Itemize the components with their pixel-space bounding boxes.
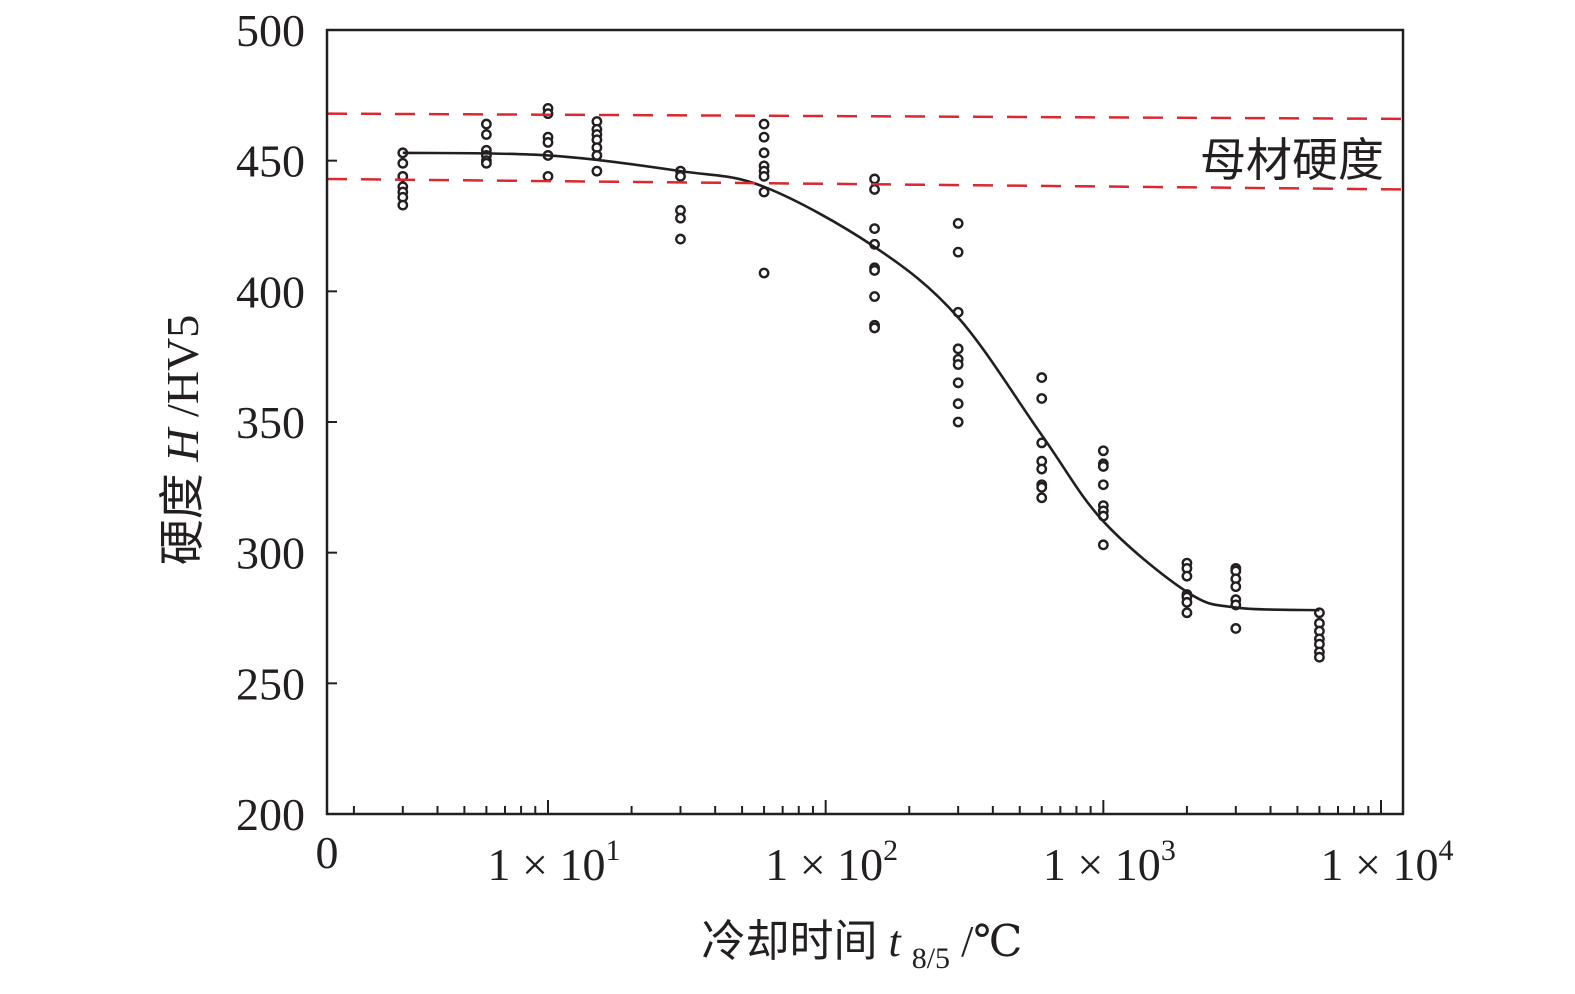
data-point — [952, 416, 964, 428]
y-axis-symbol: H — [157, 426, 208, 463]
x-axis-unit: /℃ — [961, 917, 1022, 966]
data-point — [1097, 445, 1109, 457]
x-tick-label: 1 × 103 — [1043, 834, 1176, 890]
data-point — [869, 223, 880, 235]
x-tick-exponent: 3 — [1161, 834, 1176, 867]
data-point — [1230, 623, 1242, 634]
data-point — [480, 157, 492, 169]
data-point — [542, 170, 554, 182]
base-metal-hardness-line-base-upper — [326, 112, 1404, 121]
data-point — [1036, 463, 1048, 475]
data-point — [675, 233, 686, 245]
x-tick-label: 1 × 102 — [765, 834, 898, 890]
data-point — [591, 150, 603, 161]
data-point — [397, 199, 409, 211]
x-tick-label: 1 × 104 — [1321, 834, 1454, 890]
data-point — [1036, 492, 1048, 504]
x-tick-mantissa: 1 × 10 — [1321, 839, 1439, 890]
y-tick-label: 350 — [236, 397, 305, 448]
data-point — [1181, 570, 1193, 582]
data-point — [1230, 581, 1242, 593]
data-point — [952, 343, 964, 355]
data-point — [869, 265, 880, 276]
data-point — [480, 129, 492, 140]
data-point — [758, 131, 770, 143]
data-point — [758, 118, 770, 130]
data-point — [869, 173, 880, 185]
data-point — [1036, 372, 1048, 383]
data-point — [1036, 481, 1048, 493]
x-tick-exponent: 2 — [883, 834, 898, 867]
y-tick-label: 400 — [236, 266, 305, 317]
data-point — [952, 377, 964, 389]
x-tick-label: 1 × 101 — [488, 834, 621, 890]
x-axis-subscript: 8/5 — [912, 942, 950, 975]
y-axis-title: 硬度 H /HV5 — [157, 315, 208, 565]
fit-curve — [402, 151, 1320, 612]
data-point — [1181, 596, 1193, 608]
data-point — [758, 267, 770, 279]
x-tick-mantissa: 1 × 10 — [765, 839, 883, 890]
y-axis-label: 硬度 — [157, 473, 208, 565]
data-point — [869, 291, 880, 302]
data-point — [675, 170, 686, 182]
data-point — [1097, 539, 1109, 551]
x-tick-exponent: 4 — [1438, 834, 1453, 867]
data-point — [758, 170, 770, 182]
x-axis-symbol: t — [888, 917, 902, 966]
data-point — [480, 118, 492, 130]
y-tick-label: 250 — [236, 658, 305, 709]
y-tick-label: 450 — [236, 136, 305, 187]
y-tick-label: 500 — [236, 5, 305, 56]
data-point — [1314, 651, 1325, 663]
data-point — [591, 165, 603, 177]
data-point — [675, 212, 686, 224]
y-tick-label: 300 — [236, 528, 305, 579]
data-point — [1097, 461, 1109, 472]
annotation-base-metal-hardness: 母材硬度 — [1200, 135, 1384, 186]
data-point — [758, 147, 770, 159]
data-point — [397, 157, 409, 169]
data-point — [869, 184, 880, 195]
data-point — [869, 322, 880, 334]
data-point — [1181, 607, 1193, 619]
data-point — [952, 246, 964, 258]
y-axis-unit: /HV5 — [157, 315, 208, 417]
x-axis-label: 冷却时间 — [701, 917, 877, 966]
data-point — [1097, 479, 1109, 491]
x-tick-mantissa: 1 × 10 — [488, 839, 606, 890]
data-point — [1036, 393, 1048, 404]
x-tick-label-origin: 0 — [316, 827, 339, 878]
plot-marks — [326, 103, 1404, 663]
data-point — [542, 136, 554, 148]
x-tick-mantissa: 1 × 10 — [1043, 839, 1161, 890]
x-axis-title: 冷却时间 t 8/5 /℃ — [701, 917, 1022, 978]
data-point — [952, 359, 964, 370]
data-point — [952, 398, 964, 410]
data-point — [952, 217, 964, 229]
y-tick-label: 200 — [236, 789, 305, 840]
base-metal-hardness-line-base-lower — [326, 177, 1404, 191]
x-tick-exponent: 1 — [605, 834, 620, 867]
